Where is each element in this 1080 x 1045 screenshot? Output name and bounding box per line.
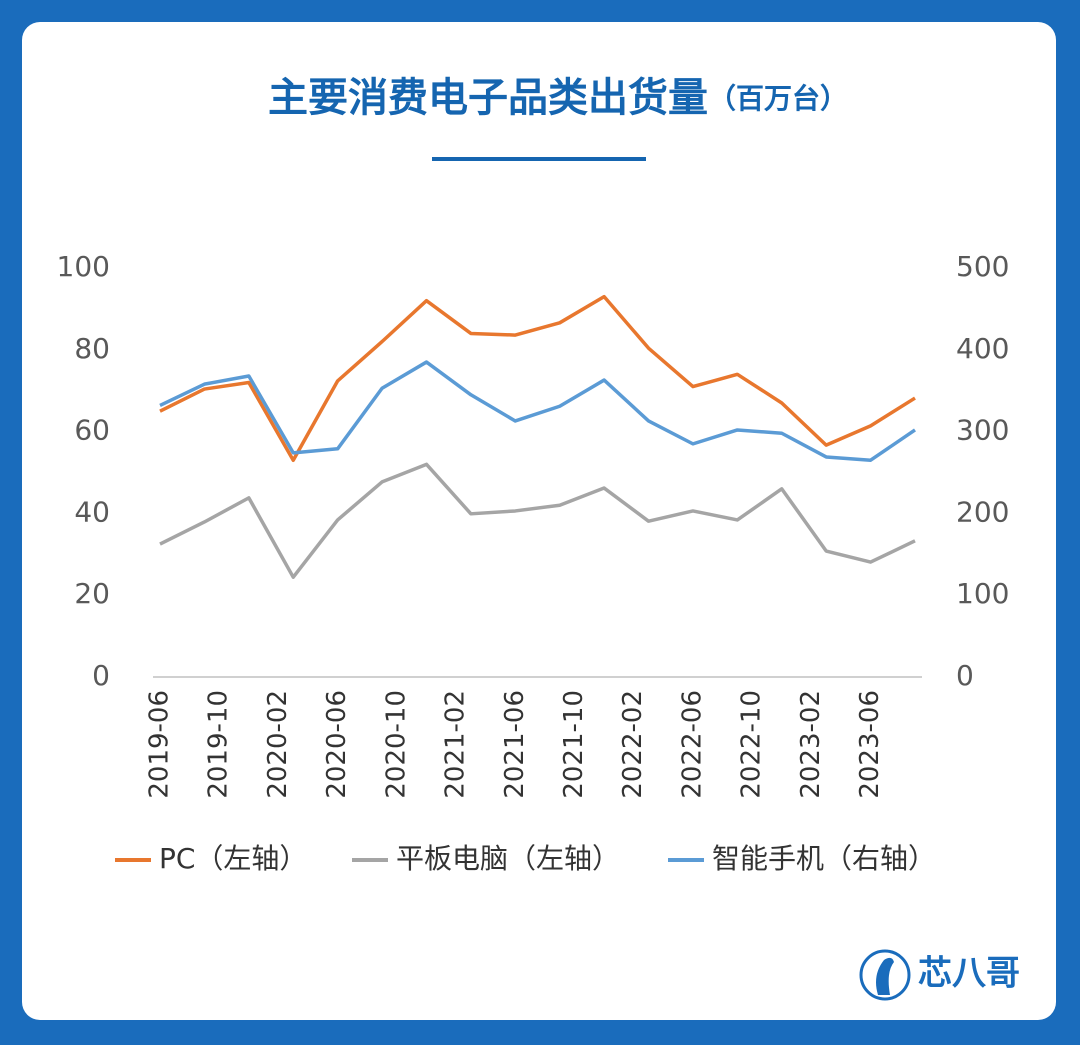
x-tick-label: 2022-06 bbox=[677, 690, 707, 799]
brand-name: 芯八哥 bbox=[918, 954, 1020, 994]
y-tick-label: 60 bbox=[74, 414, 110, 447]
series-line bbox=[159, 462, 916, 579]
y-tick-label: 0 bbox=[92, 659, 110, 692]
chart-title: 主要消费电子品类出货量 bbox=[268, 75, 708, 121]
x-tick-label: 2021-10 bbox=[559, 690, 589, 799]
chart-unit: （百万台） bbox=[708, 82, 848, 115]
x-tick-label: 2021-06 bbox=[500, 690, 530, 799]
x-tick-label: 2020-02 bbox=[263, 690, 293, 799]
x-tick-label: 2023-02 bbox=[796, 690, 826, 799]
legend-label: 平板电脑（左轴） bbox=[396, 842, 620, 875]
card bbox=[22, 22, 1056, 1020]
x-tick-label: 2022-10 bbox=[737, 690, 767, 799]
y2-tick-label: 0 bbox=[956, 659, 974, 692]
y-tick-label: 40 bbox=[74, 495, 110, 528]
y2-tick-label: 300 bbox=[956, 414, 1009, 447]
chart-title-group: 主要消费电子品类出货量（百万台） bbox=[268, 75, 848, 121]
legend-label: 智能手机（右轴） bbox=[712, 842, 936, 875]
y-tick-label: 80 bbox=[74, 332, 110, 365]
series-line bbox=[159, 294, 916, 462]
y-tick-label: 100 bbox=[57, 250, 110, 283]
logo-bird bbox=[876, 957, 894, 995]
series-line bbox=[159, 360, 916, 462]
x-tick-label: 2023-06 bbox=[855, 690, 885, 799]
brand-logo: 芯八哥 bbox=[859, 949, 1020, 1001]
y2-tick-label: 100 bbox=[956, 577, 1009, 610]
y-tick-label: 20 bbox=[74, 577, 110, 610]
x-tick-label: 2022-02 bbox=[618, 690, 648, 799]
title-underline bbox=[432, 157, 646, 161]
x-tick-label: 2020-06 bbox=[322, 690, 352, 799]
x-tick-label: 2020-10 bbox=[381, 690, 411, 799]
y2-tick-label: 500 bbox=[956, 250, 1009, 283]
legend-label: PC（左轴） bbox=[159, 842, 307, 875]
logo-icon bbox=[859, 949, 911, 1001]
y2-tick-label: 400 bbox=[956, 332, 1009, 365]
x-tick-label: 2021-02 bbox=[441, 690, 471, 799]
y2-tick-label: 200 bbox=[956, 495, 1009, 528]
x-tick-label: 2019-06 bbox=[145, 690, 175, 799]
x-tick-label: 2019-10 bbox=[204, 690, 234, 799]
